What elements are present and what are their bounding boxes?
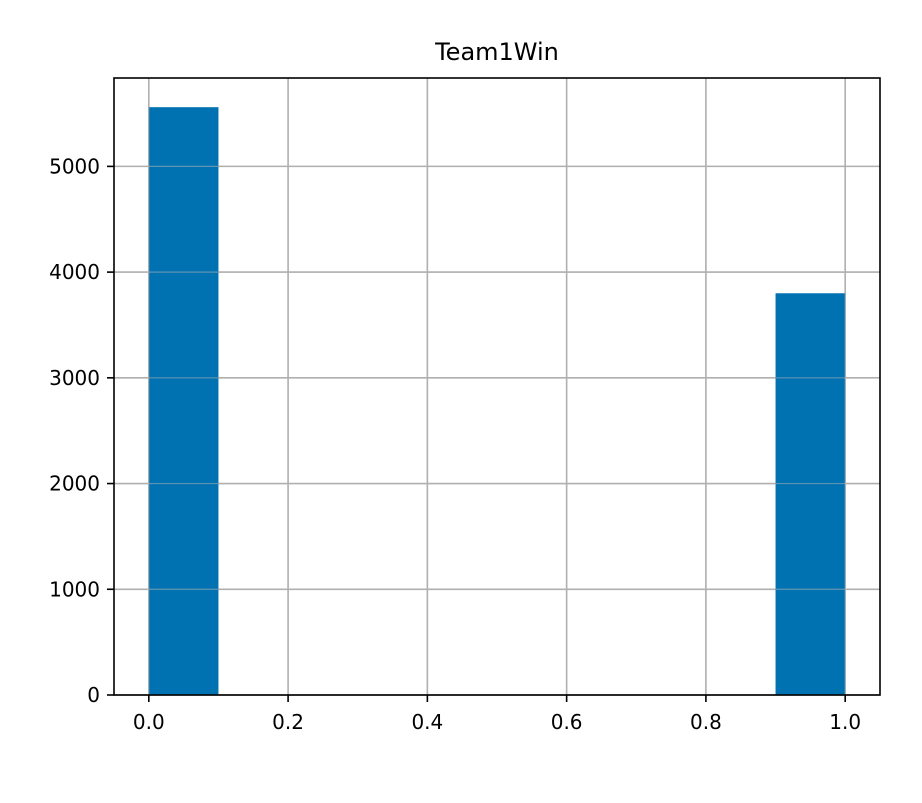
x-tick-label: 0.0 xyxy=(133,710,165,734)
y-tick-label: 4000 xyxy=(49,260,100,284)
y-tick-label: 5000 xyxy=(49,154,100,178)
x-tick-label: 0.2 xyxy=(272,710,304,734)
grid-layer xyxy=(114,78,880,696)
plot-frame xyxy=(113,77,881,696)
y-tick-label: 0 xyxy=(87,683,100,707)
x-tick-label: 0.4 xyxy=(411,710,443,734)
x-tick-label: 1.0 xyxy=(829,710,861,734)
chart-title: Team1Win xyxy=(434,38,559,66)
tick-layer: 0.0 0.2 0.4 0.6 0.8 1.0 0 1000 2000 3000 4000 5000 xyxy=(49,154,861,734)
histogram-bar-9 xyxy=(775,293,846,695)
x-tick-label: 0.8 xyxy=(690,710,722,734)
y-tick-label: 1000 xyxy=(49,577,100,601)
y-tick-label: 3000 xyxy=(49,366,100,390)
bar-layer xyxy=(114,78,880,696)
histogram-bar-0 xyxy=(148,107,219,696)
y-tick-label: 2000 xyxy=(49,472,100,496)
x-tick-label: 0.6 xyxy=(551,710,583,734)
